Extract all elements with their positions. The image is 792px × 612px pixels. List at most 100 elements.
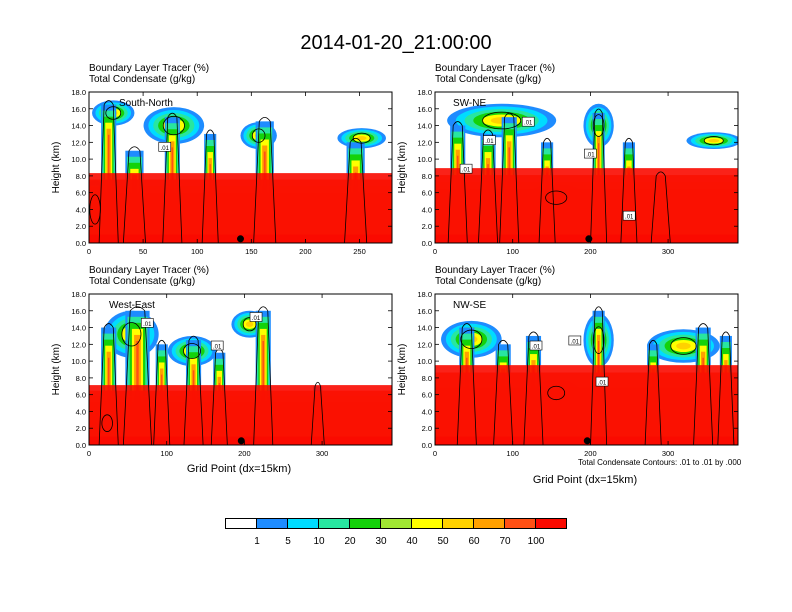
condensate-contour	[121, 322, 142, 347]
panel-3-plot: .01 .01 .01 0.0 2.0 4.0 6.0 8.0 10.0 12.0 14.0 16.0…	[51, 290, 393, 458]
x-tick-label: 150	[245, 247, 258, 256]
contour-label: .01	[521, 116, 535, 127]
condensate-contour	[122, 146, 146, 243]
location-marker	[585, 235, 593, 243]
y-axis-label: Height (km)	[51, 142, 62, 194]
figure-title: 2014-01-20_21:00:00	[300, 32, 492, 54]
colorbar-swatch	[442, 518, 474, 529]
panel-3-x-axis-label: Grid Point (dx=15km)	[186, 463, 292, 475]
colorbar-swatch	[287, 518, 319, 529]
colorbar-label: 5	[285, 536, 291, 547]
panel-4-subtitle-2: Total Condensate (g/kg)	[435, 276, 542, 287]
colorbar-label: 30	[375, 536, 387, 547]
condensate-contour	[153, 339, 171, 445]
y-tick-label: 4.0	[76, 407, 86, 416]
field-layer: .01	[89, 92, 392, 243]
cloud-field	[708, 138, 720, 143]
x-tick-label: 0	[87, 247, 91, 256]
panel-1-subtitle-1: Boundary Layer Tracer (%)	[89, 63, 210, 74]
svg-text:.01: .01	[143, 322, 152, 328]
condensate-contour	[620, 137, 638, 243]
x-tick-label: 100	[191, 247, 204, 256]
contour-label: .01	[529, 340, 543, 351]
svg-text:.01: .01	[586, 153, 595, 159]
x-tick-label: 200	[238, 449, 251, 458]
y-tick-label: 0.0	[422, 239, 432, 248]
y-tick-label: 2.0	[76, 424, 86, 433]
contour-label: .01	[249, 312, 263, 322]
y-tick-label: 18.0	[71, 88, 86, 97]
colorbar-label: 40	[406, 536, 418, 547]
condensate-contour	[592, 326, 605, 354]
y-tick-label: 16.0	[71, 105, 86, 114]
panel-4-subtitle-1: Boundary Layer Tracer (%)	[435, 265, 556, 276]
x-tick-label: 100	[506, 247, 519, 256]
colorbar-swatch	[349, 518, 381, 529]
field-layer: .01 .01 .01	[89, 294, 392, 445]
y-tick-label: 8.0	[422, 374, 432, 383]
condensate-contour	[122, 306, 152, 445]
contour-label: .01	[210, 340, 224, 351]
condensate-contour	[101, 414, 113, 432]
x-tick-label: 200	[584, 247, 597, 256]
y-tick-label: 12.0	[71, 138, 86, 147]
cloud-field	[676, 342, 691, 350]
colorbar-label: 1	[254, 536, 260, 547]
x-tick-label: 0	[433, 247, 437, 256]
y-tick-label: 8.0	[76, 172, 86, 181]
y-tick-label: 10.0	[71, 357, 86, 366]
y-tick-label: 12.0	[417, 340, 432, 349]
bl-band	[435, 168, 738, 243]
panel-name: NW-SE	[453, 300, 486, 311]
colorbar-label: 50	[437, 536, 449, 547]
svg-text:.01: .01	[524, 121, 533, 127]
colorbar-swatch	[225, 518, 257, 529]
y-tick-label: 18.0	[71, 290, 86, 299]
x-tick-label: 300	[662, 247, 675, 256]
condensate-contour	[644, 339, 662, 445]
contour-label: .01	[622, 210, 636, 221]
colorbar-swatch	[380, 518, 412, 529]
svg-text:.01: .01	[625, 215, 634, 221]
y-axis-label: Height (km)	[397, 142, 408, 194]
condensate-contour	[98, 100, 119, 243]
contour-label: .01	[140, 318, 154, 328]
condensate-contour	[590, 306, 608, 445]
condensate-contour	[242, 317, 257, 332]
y-tick-label: 18.0	[417, 88, 432, 97]
x-tick-label: 250	[353, 247, 366, 256]
x-tick-label: 200	[584, 449, 597, 458]
svg-text:.01: .01	[598, 381, 607, 387]
x-tick-label: 300	[662, 449, 675, 458]
y-tick-label: 18.0	[417, 290, 432, 299]
colorbar-swatch	[535, 518, 567, 529]
condensate-contour	[482, 111, 522, 130]
contour-label: .01	[568, 335, 582, 345]
y-tick-label: 6.0	[422, 391, 432, 400]
condensate-contour	[538, 137, 556, 243]
colorbar-label: 100	[527, 536, 545, 547]
svg-text:.01: .01	[213, 345, 222, 351]
plot-frame	[434, 293, 739, 446]
svg-text:.01: .01	[462, 168, 471, 174]
field-layer: .01 .01 .01	[435, 294, 738, 445]
panel-1-subtitle-2: Total Condensate (g/kg)	[89, 74, 196, 85]
y-tick-label: 16.0	[417, 307, 432, 316]
y-tick-label: 6.0	[76, 391, 86, 400]
contour-label: .01	[595, 376, 609, 387]
contour-label: .01	[483, 135, 496, 145]
panel-3-subtitle-2: Total Condensate (g/kg)	[89, 276, 196, 287]
y-tick-label: 14.0	[71, 324, 86, 333]
condensate-contour	[98, 323, 119, 445]
condensate-contour	[717, 331, 735, 445]
contour-label: .01	[584, 148, 597, 159]
y-tick-label: 12.0	[417, 138, 432, 147]
panel-name: South-North	[119, 98, 173, 109]
y-tick-label: 16.0	[417, 105, 432, 114]
y-tick-label: 12.0	[71, 340, 86, 349]
field-layer: .01 .01 .01 .01 .01	[435, 92, 738, 243]
contour-note: Total Condensate Contours: .01 to .01 by…	[578, 458, 742, 467]
condensate-contour	[183, 335, 204, 445]
colorbar-swatch	[256, 518, 288, 529]
panel-1-plot: .01 0.0 2.0 4.0 6.0 8.0 10.0 12.0 14.0 16.0 18.0 0 5…	[51, 88, 393, 256]
